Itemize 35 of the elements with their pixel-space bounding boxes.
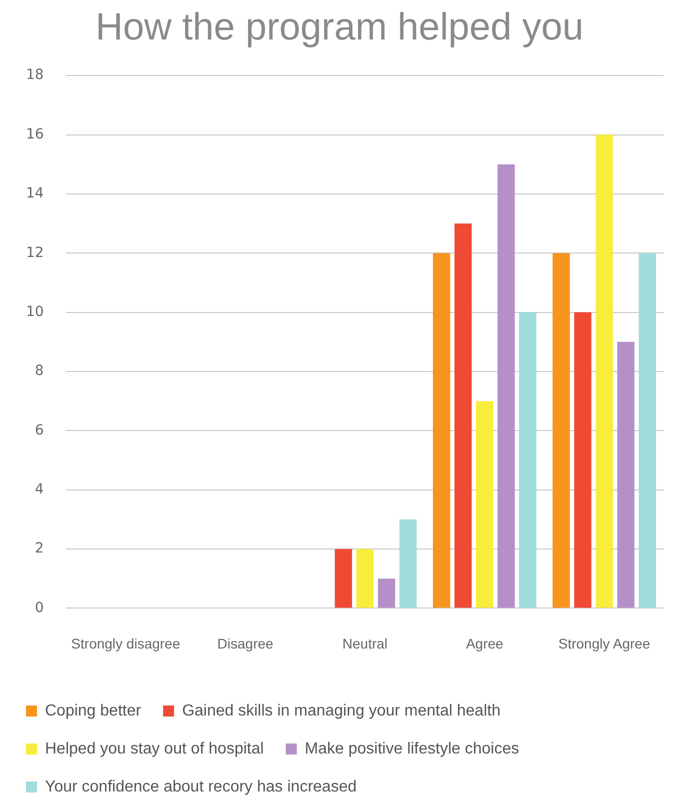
legend-label: Make positive lifestyle choices — [304, 740, 520, 758]
legend-label: Gained skills in managing your mental health — [182, 702, 500, 720]
y-tick-label: 14 — [26, 186, 44, 202]
legend-label: Helped you stay out of hospital — [45, 740, 264, 758]
x-tick-label: Neutral — [342, 635, 388, 652]
legend-label: Your confidence about recory has increased — [45, 778, 357, 796]
x-tick-label: Disagree — [217, 635, 274, 652]
y-tick-label: 0 — [34, 600, 44, 616]
y-tick-label: 2 — [34, 540, 44, 557]
chart-title: How the program helped you — [96, 6, 584, 48]
legend-label: Coping better — [45, 702, 142, 720]
y-tick-label: 18 — [26, 67, 44, 84]
bar — [454, 224, 472, 608]
bar — [498, 164, 515, 608]
bar — [552, 253, 570, 608]
bar — [378, 578, 396, 608]
bar — [596, 134, 613, 608]
bar — [617, 342, 634, 608]
y-tick-label: 12 — [26, 244, 44, 261]
bar — [574, 312, 592, 608]
x-tick-label: Strongly Agree — [558, 635, 650, 652]
y-tick-label: 6 — [34, 422, 44, 438]
bar — [519, 312, 536, 608]
y-tick-label: 8 — [34, 363, 44, 380]
bar — [476, 401, 494, 608]
y-tick-label: 16 — [26, 126, 44, 142]
bar — [356, 549, 374, 608]
bar — [334, 549, 352, 608]
y-tick-label: 10 — [26, 304, 44, 320]
bar — [638, 253, 656, 608]
x-tick-label: Strongly disagree — [71, 635, 180, 652]
bar — [399, 519, 417, 608]
bar — [432, 253, 450, 608]
y-tick-label: 4 — [34, 481, 44, 498]
x-tick-label: Agree — [466, 635, 504, 652]
